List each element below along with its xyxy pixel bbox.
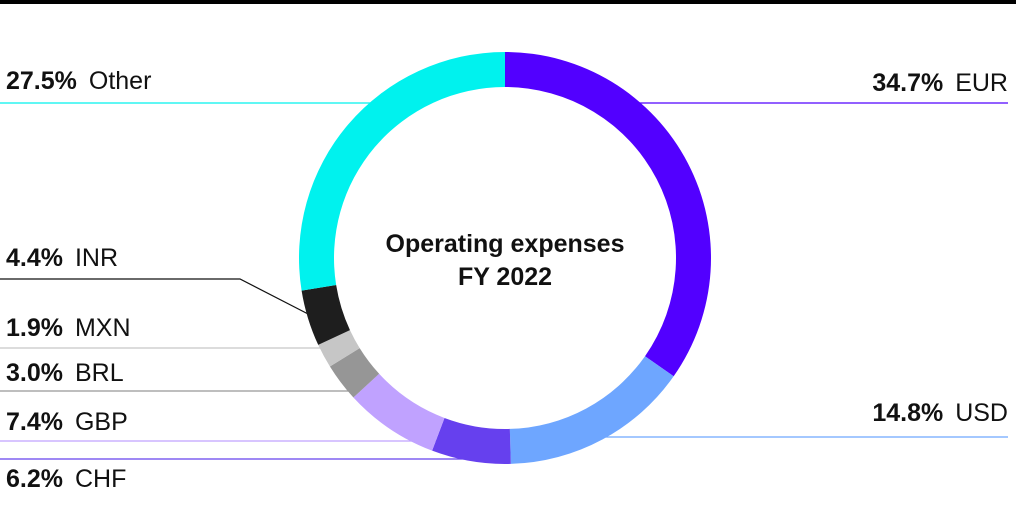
label-chf: 6.2% CHF (6, 464, 126, 494)
slice-usd (509, 356, 674, 464)
slice-other (299, 52, 505, 291)
value: 7.4% (6, 408, 63, 436)
slice-inr (301, 285, 350, 345)
name: GBP (74, 408, 128, 436)
value: 27.5% (6, 67, 77, 95)
top-rule (0, 0, 1016, 4)
value: 1.9% (6, 314, 63, 342)
slice-mxn (318, 330, 360, 367)
name: USD (955, 399, 1008, 427)
name: INR (74, 244, 119, 272)
value: 14.8% (872, 399, 944, 427)
value: 34.7% (872, 69, 944, 97)
name: MXN (74, 314, 131, 342)
slice-eur (505, 52, 712, 377)
chart-subtitle: FY 2022 (457, 263, 553, 291)
label-usd: 14.8% USD (872, 398, 1008, 428)
name: CHF (74, 465, 127, 493)
label-brl: 3.0% BRL (6, 358, 124, 388)
value: 4.4% (6, 244, 63, 272)
label-mxn: 1.9% MXN (6, 313, 131, 343)
label-eur: 34.7% EUR (872, 68, 1008, 98)
slice-gbp (353, 373, 445, 451)
chart-center-title: Operating expenses FY 2022 (355, 228, 655, 294)
name: BRL (74, 359, 124, 387)
label-gbp: 7.4% GBP (6, 407, 128, 437)
name: Other (88, 67, 152, 95)
label-inr: 4.4% INR (6, 243, 118, 273)
value: 6.2% (6, 465, 63, 493)
slice-chf (432, 417, 511, 465)
slice-brl (329, 348, 380, 398)
chart-title: Operating expenses (385, 230, 625, 258)
name: EUR (955, 69, 1008, 97)
value: 3.0% (6, 359, 63, 387)
label-other: 27.5% Other (6, 66, 151, 96)
leader-line-inr (0, 278, 313, 317)
